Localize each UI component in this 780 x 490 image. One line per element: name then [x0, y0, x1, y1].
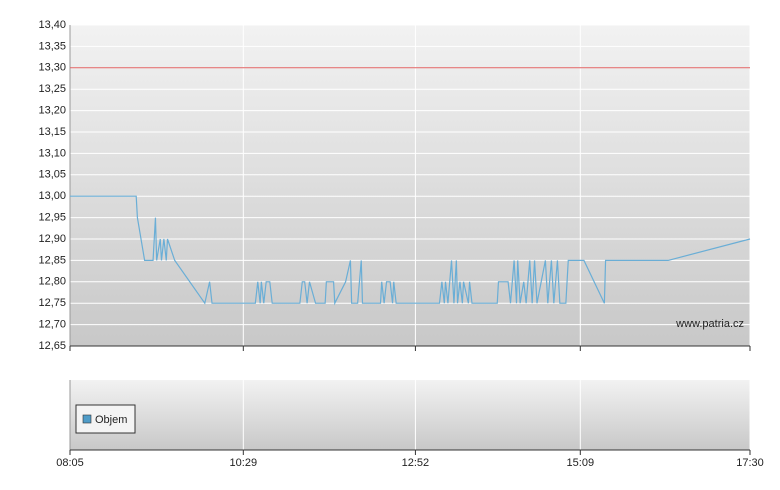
- y-tick-label: 12,90: [38, 233, 66, 245]
- y-tick-label: 12,85: [38, 254, 66, 266]
- legend-box: [75, 404, 136, 434]
- y-tick-label: 13,35: [38, 40, 66, 52]
- y-tick-label: 13,30: [38, 62, 66, 74]
- watermark: www.patria.cz: [675, 318, 744, 330]
- price-line: [70, 195, 751, 306]
- y-tick-label: 13,25: [38, 83, 66, 95]
- y-tick-label: 13,20: [38, 105, 66, 117]
- volume-area: [70, 380, 750, 450]
- x-tick-label: 17:30: [736, 457, 764, 469]
- y-tick-label: 13,10: [38, 147, 66, 159]
- y-tick-label: 13,40: [38, 19, 66, 31]
- x-tick-label: 15:09: [567, 457, 595, 469]
- x-tick-label: 10:29: [230, 457, 258, 469]
- y-tick-label: 12,95: [38, 212, 66, 224]
- legend-swatch: [82, 414, 92, 424]
- plot-area: [70, 25, 750, 346]
- x-tick-label: 08:05: [56, 457, 84, 469]
- y-tick-label: 12,65: [38, 340, 66, 352]
- y-tick-label: 12,80: [38, 276, 66, 288]
- y-tick-label: 13,05: [38, 169, 66, 181]
- y-tick-label: 13,15: [38, 126, 66, 138]
- legend-label: Objem: [95, 414, 127, 426]
- y-tick-label: 12,70: [38, 319, 66, 331]
- y-tick-label: 13,00: [38, 190, 66, 202]
- y-tick-label: 12,75: [38, 297, 66, 309]
- x-tick-label: 12:52: [402, 457, 430, 469]
